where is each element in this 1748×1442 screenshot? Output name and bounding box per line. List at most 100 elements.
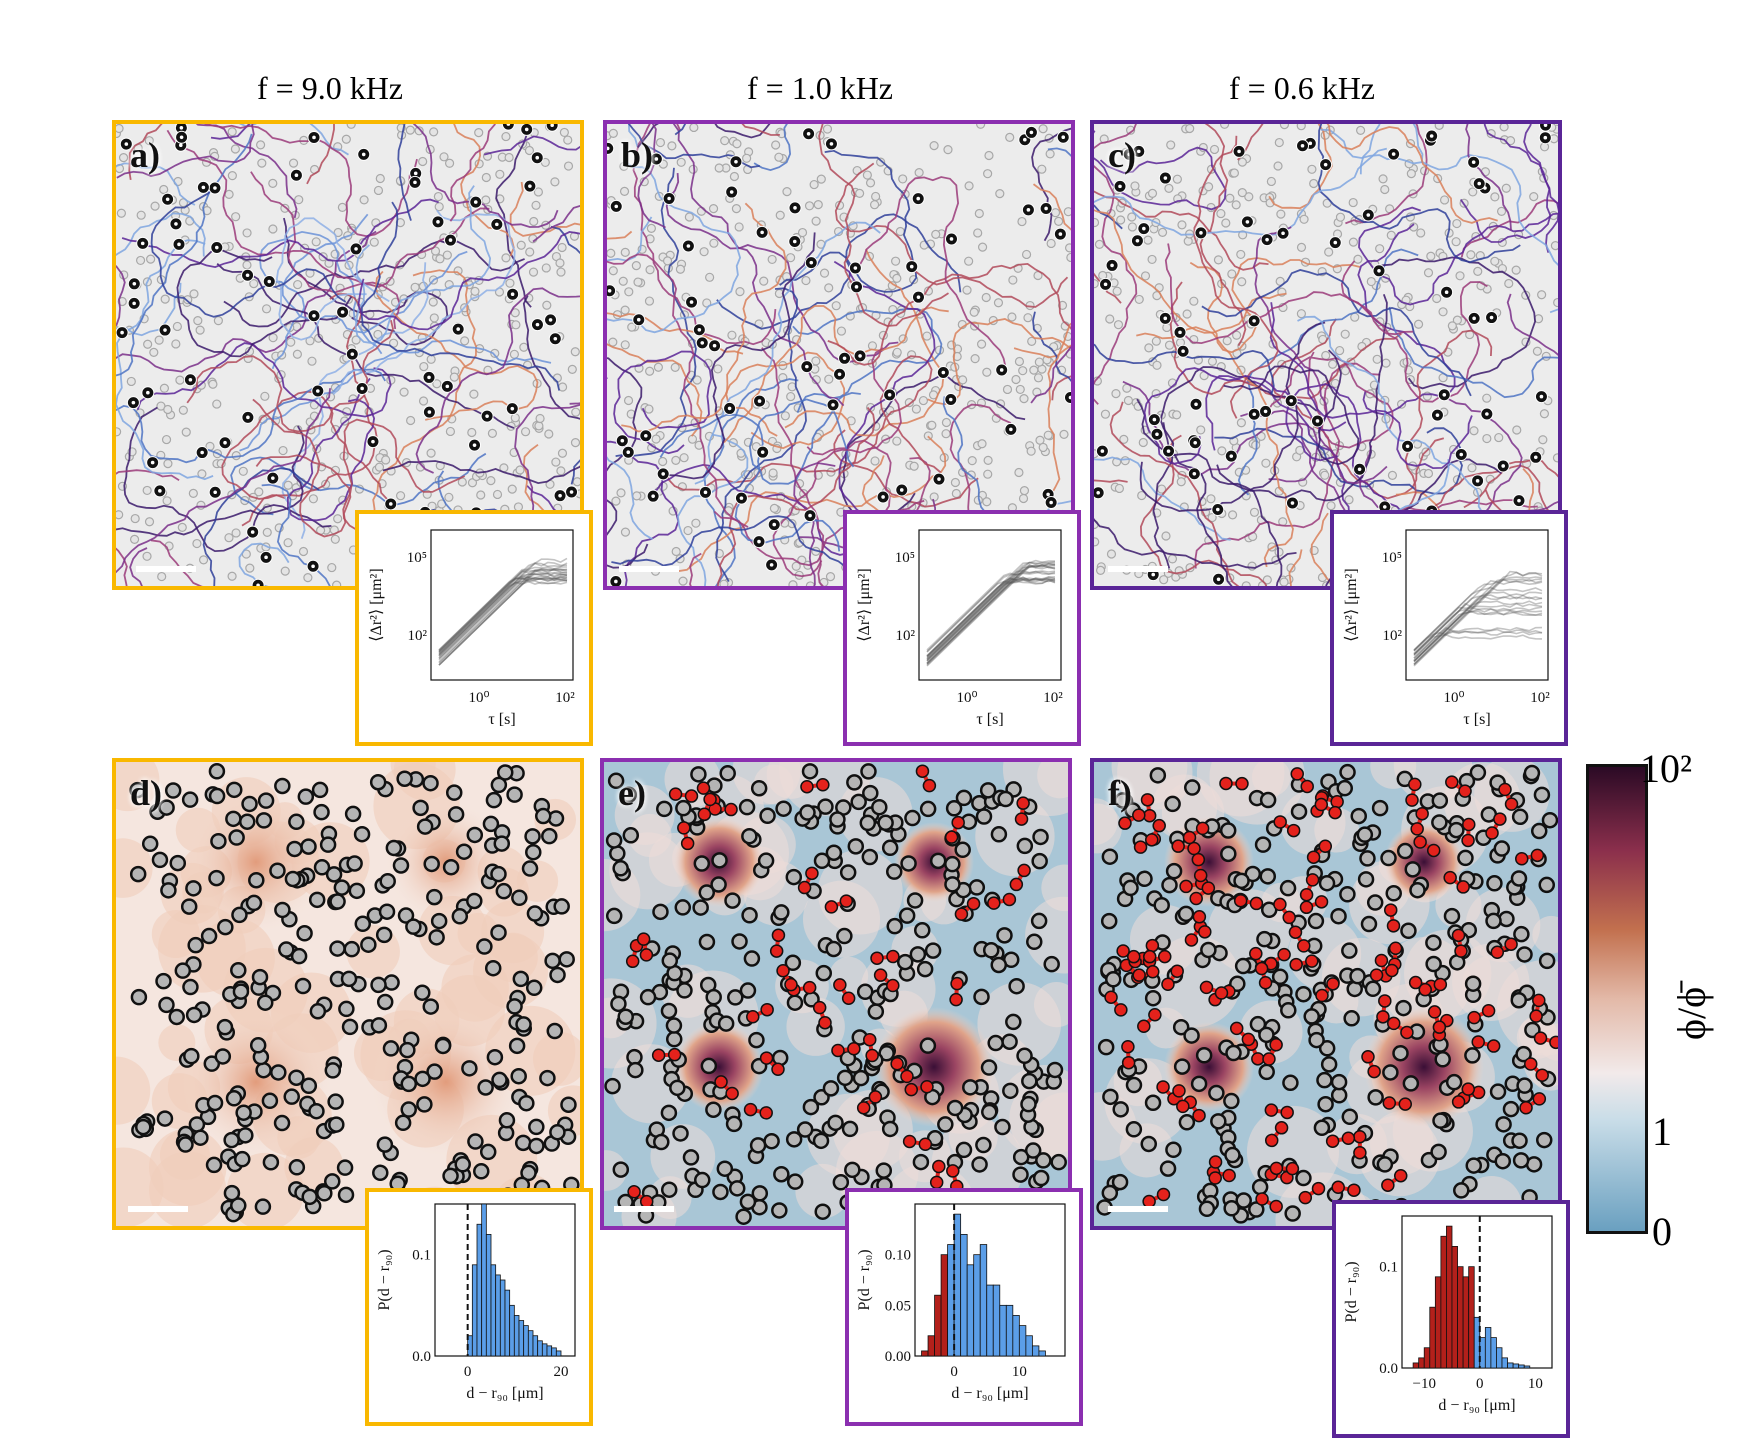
scale-bar <box>1108 1206 1168 1212</box>
y-tick-label: 0.0 <box>1379 1361 1398 1377</box>
msd-plot: 10⁰ 10² 10⁵ 10² τ [s] ⟨Δr²⟩ [μm²] <box>856 529 1063 728</box>
msd-curve <box>926 576 1056 657</box>
histogram-bar <box>490 1264 497 1357</box>
colorbar-tick-bottom: 0 <box>1652 1209 1672 1254</box>
msd-plot: 10⁰ 10² 10⁵ 10² τ [s] ⟨Δr²⟩ [μm²] <box>368 529 575 728</box>
histogram-bar <box>1484 1327 1492 1369</box>
msd-curve <box>1413 628 1543 666</box>
msd-curve <box>926 576 1056 662</box>
hist-inset-e: 0 10 0.00 0.05 0.10 d − r₉₀ [μm] P(d − r₉₀) <box>845 1188 1083 1426</box>
histogram-bar <box>537 1340 543 1357</box>
histogram-bar <box>1423 1347 1431 1369</box>
y-tick-label: 0.1 <box>412 1248 431 1264</box>
msd-curve <box>926 577 1056 657</box>
histogram-bar <box>513 1315 520 1357</box>
histogram-bar <box>986 1284 994 1357</box>
histogram-bar <box>960 1234 968 1357</box>
msd-curve <box>926 569 1056 659</box>
histogram-bar <box>504 1289 511 1357</box>
msd-curve <box>1413 634 1543 657</box>
histogram-bar <box>1507 1362 1514 1369</box>
y-axis-label: P(d − r₉₀) <box>376 1249 393 1310</box>
msd-curve <box>438 566 567 651</box>
msd-curve <box>438 572 568 659</box>
column-title-1khz: f = 1.0 kHz <box>746 70 893 106</box>
histogram-bar <box>555 1350 562 1357</box>
histogram-bar <box>1457 1266 1464 1369</box>
histogram-bar <box>1512 1363 1520 1369</box>
histogram-bar <box>499 1279 506 1357</box>
panel-label-d: d) <box>130 773 163 813</box>
msd-curve <box>1413 576 1543 662</box>
msd-inset-a: 10⁰ 10² 10⁵ 10² τ [s] ⟨Δr²⟩ [μm²] <box>355 510 593 746</box>
histogram-bar <box>471 1264 478 1357</box>
histogram-bar <box>999 1304 1007 1357</box>
histogram-bar <box>485 1234 492 1357</box>
msd-curve <box>926 564 1056 666</box>
column-title-9khz: f = 9.0 kHz <box>256 70 403 106</box>
msd-curve <box>438 567 568 652</box>
msd-curve <box>926 578 1056 665</box>
msd-curve <box>1413 586 1543 651</box>
y-tick-label: 10⁵ <box>1382 550 1402 566</box>
msd-curve <box>926 576 1056 658</box>
msd-curve <box>926 559 1056 660</box>
msd-curve <box>438 575 568 666</box>
msd-curve <box>438 575 568 661</box>
scale-bar <box>128 1206 188 1212</box>
msd-curve <box>1413 610 1543 662</box>
column-title-06khz: f = 0.6 kHz <box>1228 70 1375 106</box>
scale-bar <box>1108 566 1168 572</box>
histogram-bar <box>1479 1337 1486 1369</box>
histogram-bar <box>518 1320 525 1357</box>
msd-curve <box>438 579 568 655</box>
msd-curve <box>1413 610 1543 659</box>
histogram-bar <box>1446 1225 1453 1369</box>
msd-curve <box>438 568 568 664</box>
x-axis-label: τ [s] <box>976 711 1003 728</box>
msd-curve <box>438 568 568 653</box>
msd-inset-c: 10⁰ 10² 10⁵ 10² τ [s] ⟨Δr²⟩ [μm²] <box>1330 510 1568 746</box>
x-tick-label: 0 <box>950 1364 958 1380</box>
histogram-plot: 0 10 0.00 0.05 0.10 d − r₉₀ [μm] P(d − r₉₀) <box>856 1203 1066 1402</box>
msd-curve <box>438 572 568 654</box>
x-tick-label: 10⁰ <box>1443 690 1464 706</box>
x-tick-label: −10 <box>1412 1376 1435 1392</box>
panel-label-b: b) <box>621 135 654 175</box>
panel-label-a: a) <box>130 135 160 175</box>
msd-curve <box>926 571 1056 653</box>
msd-curve <box>1413 578 1543 666</box>
msd-curve <box>438 572 568 657</box>
x-tick-label: 10² <box>555 690 575 706</box>
histogram-bar <box>476 1223 483 1357</box>
histogram-bar <box>1434 1276 1442 1369</box>
msd-curve <box>926 561 1056 662</box>
panel-label-e: e) <box>618 773 646 813</box>
msd-curve <box>926 578 1056 661</box>
histogram-bar <box>966 1264 975 1357</box>
x-tick-label: 10 <box>1528 1376 1543 1392</box>
histogram-bar <box>1018 1325 1027 1357</box>
histogram-bar <box>1031 1345 1040 1357</box>
colorbar-tick-top: 10² <box>1640 746 1692 791</box>
histogram-bar <box>1501 1357 1508 1369</box>
histogram-bar <box>509 1304 515 1357</box>
histogram-bar <box>1025 1335 1033 1357</box>
histogram-bar <box>1518 1364 1525 1369</box>
histogram-bar <box>1523 1365 1531 1369</box>
histogram-bar <box>1012 1315 1020 1357</box>
histogram-bar <box>1005 1304 1014 1357</box>
msd-curve <box>926 561 1056 657</box>
y-tick-label: 10⁵ <box>407 550 427 566</box>
histogram-bar <box>940 1254 949 1357</box>
histogram-bar <box>1468 1266 1475 1369</box>
msd-curve <box>1413 608 1543 655</box>
x-tick-label: 10² <box>1530 690 1550 706</box>
msd-curve <box>438 580 568 656</box>
histogram-plot: 0 20 0.0 0.1 d − r₉₀ [μm] P(d − r₉₀) <box>376 1203 576 1402</box>
msd-curve <box>926 563 1056 664</box>
histogram-bar <box>1429 1306 1436 1369</box>
y-tick-label: 0.05 <box>885 1298 911 1314</box>
y-tick-label: 0.0 <box>412 1349 431 1365</box>
y-axis-label: P(d − r₉₀) <box>856 1249 873 1310</box>
